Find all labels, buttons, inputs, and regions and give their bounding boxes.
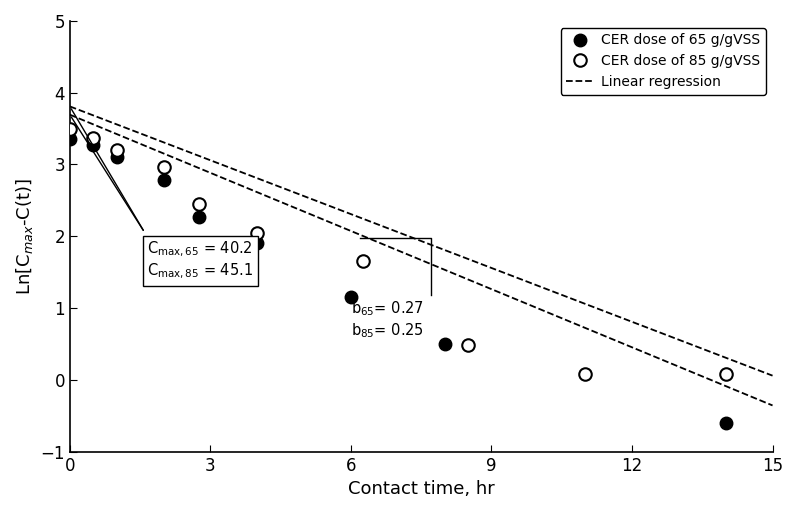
X-axis label: Contact time, hr: Contact time, hr — [347, 480, 495, 498]
Text: C$_{\rm max,65}$ = 40.2
C$_{\rm max,85}$ = 45.1: C$_{\rm max,65}$ = 40.2 C$_{\rm max,85}$… — [147, 240, 253, 281]
Text: b$_{65}$= 0.27
b$_{85}$= 0.25: b$_{65}$= 0.27 b$_{85}$= 0.25 — [351, 300, 423, 339]
Y-axis label: Ln[C$_{max}$-C(t)]: Ln[C$_{max}$-C(t)] — [14, 178, 35, 295]
Legend: CER dose of 65 g/gVSS, CER dose of 85 g/gVSS, Linear regression: CER dose of 65 g/gVSS, CER dose of 85 g/… — [560, 28, 766, 95]
